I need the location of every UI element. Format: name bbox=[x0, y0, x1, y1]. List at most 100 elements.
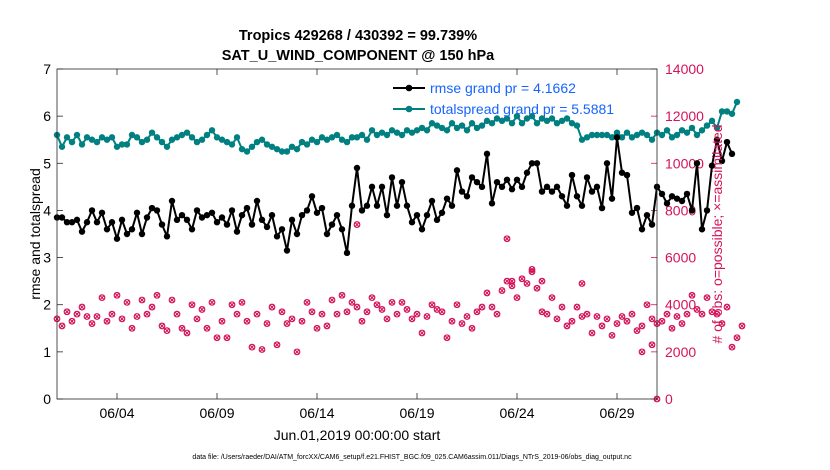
series-totalspread-point bbox=[368, 127, 376, 134]
obs-assimilated-point bbox=[94, 313, 100, 320]
series-totalspread-point bbox=[453, 124, 461, 132]
obs-assimilated-point bbox=[309, 308, 315, 315]
series-totalspread-point bbox=[658, 131, 666, 139]
obs-possible-point bbox=[268, 303, 276, 311]
chart-title-line1: Tropics 429268 / 430392 = 99.739% bbox=[239, 28, 477, 44]
obs-possible-point bbox=[598, 322, 606, 330]
series-rmse-point bbox=[258, 216, 266, 224]
series-rmse-point bbox=[683, 190, 691, 198]
obs-possible-point bbox=[258, 346, 266, 353]
obs-possible-point bbox=[488, 303, 496, 311]
obs-assimilated-point bbox=[159, 323, 165, 329]
obs-possible-point bbox=[648, 341, 656, 349]
obs-assimilated-point bbox=[374, 301, 380, 308]
series-rmse-point bbox=[338, 226, 346, 233]
obs-possible-point bbox=[378, 306, 386, 313]
obs-assimilated-point bbox=[99, 294, 105, 301]
series-totalspread-point bbox=[373, 131, 381, 139]
series-rmse-point bbox=[523, 169, 531, 176]
series-rmse-point bbox=[318, 204, 326, 212]
obs-possible-point bbox=[198, 306, 206, 313]
obs-assimilated-point bbox=[509, 283, 515, 289]
obs-assimilated-point bbox=[614, 320, 620, 327]
obs-assimilated-point bbox=[629, 311, 635, 317]
obs-assimilated-point bbox=[334, 311, 340, 317]
obs-possible-point bbox=[473, 308, 481, 316]
obs-assimilated-point bbox=[409, 316, 415, 322]
series-rmse-point bbox=[568, 171, 576, 179]
obs-possible-point bbox=[683, 310, 691, 318]
series-rmse-point bbox=[368, 183, 376, 191]
series-totalspread-point bbox=[608, 134, 616, 141]
obs-possible-point bbox=[323, 322, 331, 330]
series-totalspread-point bbox=[688, 124, 696, 132]
y-axis-left-label: rmse and totalspread bbox=[27, 168, 43, 300]
y-tick-right-label: 8000 bbox=[665, 202, 696, 218]
obs-assimilated-point bbox=[469, 325, 475, 332]
series-rmse-point bbox=[493, 178, 501, 186]
series-totalspread-point bbox=[468, 120, 476, 127]
footnote: data file: /Users/raeder/DAI/ATM_forcXX/… bbox=[192, 454, 632, 461]
obs-assimilated-point bbox=[624, 318, 630, 325]
legend-rmse-marker bbox=[405, 84, 413, 92]
series-totalspread-point bbox=[318, 134, 326, 141]
series-rmse-point bbox=[163, 233, 171, 240]
obs-assimilated-point bbox=[664, 311, 670, 317]
obs-assimilated-point bbox=[529, 266, 535, 273]
obs-possible-point bbox=[368, 294, 376, 302]
x-tick-label: 06/19 bbox=[399, 405, 434, 421]
obs-possible-point bbox=[453, 301, 461, 309]
obs-possible-point bbox=[253, 310, 261, 318]
series-totalspread-point bbox=[68, 138, 76, 146]
obs-possible-point bbox=[623, 317, 631, 325]
obs-assimilated-point bbox=[659, 318, 665, 325]
obs-assimilated-point bbox=[249, 344, 255, 350]
series-rmse-point bbox=[558, 193, 566, 200]
obs-possible-point bbox=[243, 317, 251, 325]
series-totalspread-point bbox=[628, 134, 636, 141]
series-rmse-point bbox=[268, 211, 276, 219]
series-totalspread-point bbox=[258, 136, 266, 143]
series-rmse-point bbox=[333, 211, 341, 219]
series-totalspread-point bbox=[583, 134, 591, 141]
series-rmse-point bbox=[238, 211, 246, 219]
series-totalspread-point bbox=[728, 110, 736, 117]
series-totalspread-point bbox=[613, 129, 621, 136]
series-totalspread-point bbox=[128, 131, 136, 139]
obs-possible-point bbox=[373, 301, 381, 309]
series-totalspread-point bbox=[163, 143, 171, 150]
series-rmse-point bbox=[148, 204, 156, 212]
obs-assimilated-point bbox=[404, 306, 410, 313]
series-totalspread-point bbox=[488, 120, 496, 127]
series-rmse-point bbox=[438, 209, 446, 216]
obs-possible-point bbox=[98, 294, 106, 302]
obs-assimilated-point bbox=[139, 297, 145, 303]
series-totalspread-point bbox=[603, 131, 611, 139]
obs-assimilated-point bbox=[64, 308, 70, 315]
series-rmse-point bbox=[483, 150, 491, 158]
obs-assimilated-point bbox=[534, 285, 540, 292]
series-rmse-point bbox=[73, 216, 81, 224]
obs-possible-point bbox=[508, 282, 516, 290]
legend-rmse-label: rmse grand pr = 4.1662 bbox=[430, 80, 576, 96]
series-rmse-point bbox=[418, 226, 426, 233]
obs-assimilated-point bbox=[134, 313, 140, 320]
series-rmse-point bbox=[363, 202, 371, 209]
series-totalspread-point bbox=[473, 124, 481, 132]
series-rmse-point bbox=[288, 216, 296, 224]
obs-assimilated-point bbox=[124, 299, 130, 306]
series-rmse-point bbox=[223, 221, 231, 228]
obs-assimilated-point bbox=[84, 313, 90, 320]
obs-possible-point bbox=[113, 291, 121, 299]
obs-possible-point bbox=[138, 296, 146, 304]
series-rmse-point bbox=[308, 193, 316, 200]
y-tick-right-label: 14000 bbox=[665, 61, 704, 77]
obs-possible-point bbox=[118, 315, 126, 323]
obs-possible-point bbox=[293, 348, 301, 356]
obs-assimilated-point bbox=[364, 308, 370, 315]
y-tick-left-label: 1 bbox=[43, 344, 51, 360]
obs-assimilated-point bbox=[109, 311, 115, 317]
obs-possible-point bbox=[103, 317, 111, 325]
series-rmse-point bbox=[513, 176, 521, 183]
obs-assimilated-point bbox=[194, 316, 200, 322]
